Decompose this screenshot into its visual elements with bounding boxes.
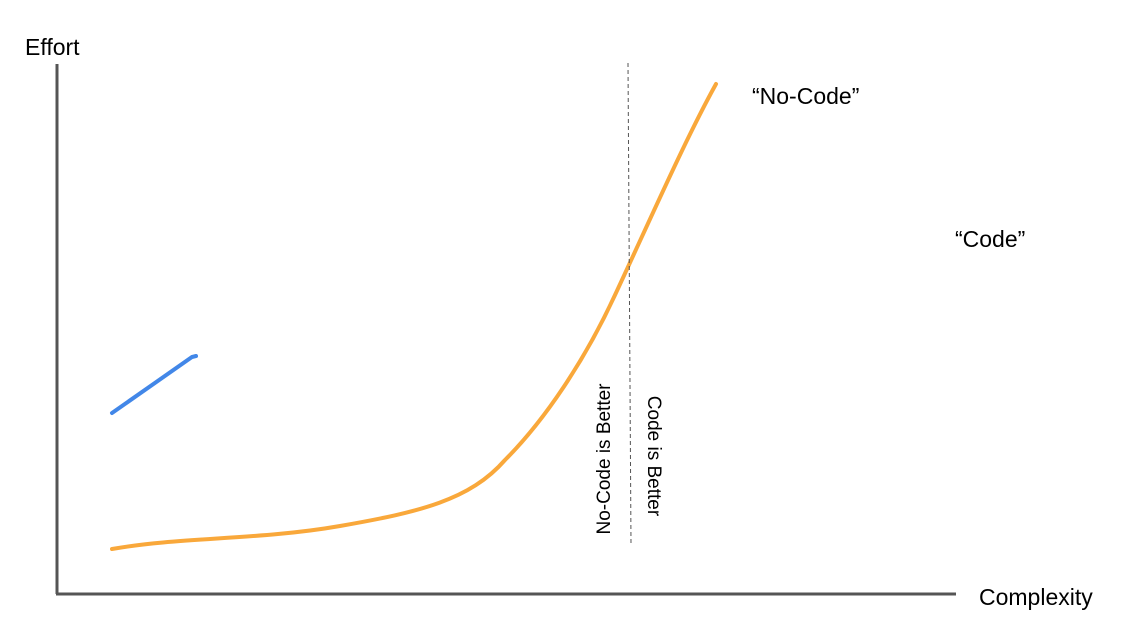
y-axis-label: Effort <box>25 34 80 60</box>
divider-line <box>627 62 632 546</box>
no-code-better-label: No-Code is Better <box>594 383 615 535</box>
code-curve <box>110 354 198 415</box>
no-code-label: “No-Code” <box>752 83 859 109</box>
no-code-curve <box>110 82 718 551</box>
x-axis-label: Complexity <box>979 584 1093 610</box>
code-label: “Code” <box>955 226 1025 252</box>
code-better-label: Code is Better <box>643 396 664 517</box>
